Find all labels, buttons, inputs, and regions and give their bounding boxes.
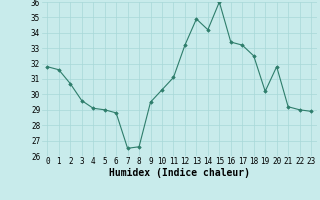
X-axis label: Humidex (Indice chaleur): Humidex (Indice chaleur) <box>109 168 250 178</box>
